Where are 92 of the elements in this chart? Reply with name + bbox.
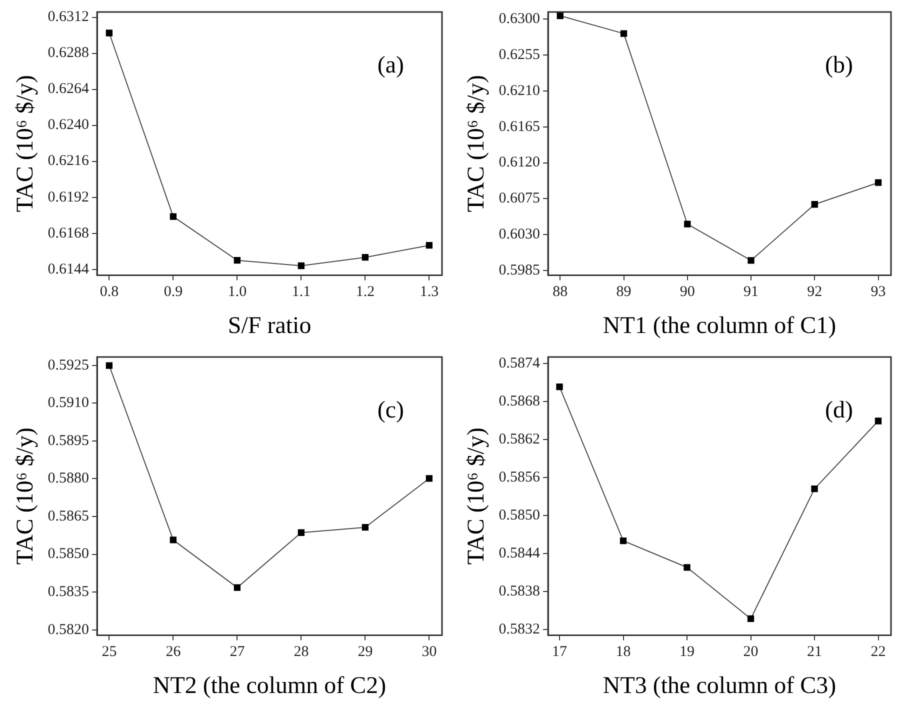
- point: [684, 564, 690, 571]
- point: [362, 524, 369, 531]
- x-tick-label: 22: [870, 644, 886, 660]
- y-tick-label: 0.6300: [498, 11, 540, 28]
- y-axis-title: TAC (10⁶ $/y): [464, 75, 490, 212]
- y-tick-label: 0.6312: [48, 9, 90, 26]
- x-tick-label: 21: [807, 644, 822, 660]
- x-tick-label: 88: [552, 284, 568, 300]
- point: [234, 584, 241, 591]
- y-tick-label: 0.5835: [48, 584, 90, 600]
- x-axis-title: NT3 (the column of C3): [602, 672, 836, 699]
- y-tick-label: 0.5874: [498, 355, 541, 372]
- point: [170, 213, 177, 220]
- y-tick-label: 0.5895: [48, 432, 90, 449]
- y-axis-title: TAC (10⁶ $/y): [12, 75, 39, 212]
- y-tick-label: 0.6240: [48, 117, 90, 134]
- y-tick-label: 0.6288: [48, 45, 90, 62]
- x-tick-label: 0.8: [100, 284, 119, 300]
- point: [874, 418, 882, 424]
- x-tick-label: 92: [807, 284, 822, 300]
- x-axis-title: S/F ratio: [228, 312, 312, 339]
- x-tick-label: 25: [102, 644, 117, 660]
- point: [426, 242, 433, 249]
- y-tick-label: 0.6210: [498, 82, 540, 99]
- point: [684, 220, 691, 228]
- y-tick-label: 0.5880: [48, 470, 90, 487]
- x-tick-label: 26: [166, 644, 182, 660]
- y-tick-label: 0.5910: [48, 395, 90, 412]
- point: [106, 362, 113, 369]
- x-tick-label: 30: [422, 644, 437, 660]
- x-tick-label: 89: [616, 284, 632, 300]
- point: [747, 615, 754, 622]
- y-tick-label: 0.5820: [48, 622, 90, 638]
- y-tick-label: 0.5832: [498, 621, 540, 638]
- y-tick-label: 0.6030: [498, 226, 540, 243]
- y-tick-label: 0.5838: [498, 583, 540, 600]
- point: [426, 475, 433, 482]
- y-tick-label: 0.6144: [48, 261, 90, 278]
- point: [811, 201, 818, 208]
- x-tick-label: 0.9: [164, 284, 183, 300]
- x-tick-label: 17: [552, 644, 568, 660]
- x-axis-title: NT2 (the column of C2): [152, 672, 386, 699]
- y-tick-label: 0.6120: [498, 154, 540, 171]
- annotation: (d): [825, 397, 853, 424]
- point: [874, 179, 882, 186]
- point: [170, 536, 177, 544]
- y-tick-label: 0.6192: [48, 189, 90, 206]
- annotation: (c): [377, 397, 404, 424]
- y-tick-label: 0.6165: [498, 118, 540, 135]
- x-tick-label: 90: [680, 284, 695, 300]
- annotation: (a): [377, 52, 404, 78]
- x-tick-label: 1.3: [420, 284, 439, 300]
- x-tick-label: 28: [294, 644, 309, 660]
- x-tick-label: 20: [743, 644, 758, 660]
- point: [620, 537, 627, 544]
- y-tick-label: 0.5985: [498, 262, 540, 279]
- point: [748, 257, 754, 264]
- point: [298, 262, 305, 270]
- y-tick-label: 0.5856: [498, 469, 541, 486]
- point: [811, 485, 818, 492]
- y-tick-label: 0.5850: [498, 507, 540, 524]
- x-tick-label: 1.1: [292, 284, 311, 300]
- x-tick-label: 29: [358, 644, 373, 660]
- y-tick-label: 0.6264: [48, 81, 90, 98]
- y-axis-title: TAC (10⁶ $/y): [464, 428, 490, 565]
- x-tick-label: 19: [680, 644, 695, 660]
- point: [556, 383, 563, 390]
- y-tick-label: 0.5850: [48, 546, 90, 562]
- x-tick-label: 91: [744, 284, 759, 300]
- point: [362, 254, 369, 261]
- x-axis-title: NT1 (the column of C1): [602, 312, 836, 339]
- y-tick-label: 0.5865: [48, 508, 90, 524]
- point: [234, 257, 241, 264]
- x-tick-label: 1.0: [228, 284, 247, 300]
- y-tick-label: 0.5844: [498, 545, 541, 562]
- annotation: (b): [825, 52, 853, 78]
- y-tick-label: 0.6255: [498, 46, 540, 63]
- point: [620, 30, 628, 37]
- point: [298, 529, 305, 536]
- x-tick-label: 18: [616, 644, 631, 660]
- x-tick-label: 27: [230, 644, 246, 660]
- y-tick-label: 0.6168: [48, 225, 90, 242]
- y-tick-label: 0.5862: [498, 431, 540, 448]
- y-axis-title: TAC (10⁶ $/y): [12, 428, 39, 565]
- point: [106, 30, 113, 36]
- x-tick-label: 1.2: [356, 284, 375, 300]
- y-tick-label: 0.5868: [498, 393, 540, 410]
- y-tick-label: 0.6075: [498, 190, 540, 207]
- point: [556, 12, 564, 20]
- y-tick-label: 0.5925: [48, 357, 90, 374]
- x-tick-label: 93: [870, 284, 886, 300]
- y-tick-label: 0.6216: [48, 153, 90, 170]
